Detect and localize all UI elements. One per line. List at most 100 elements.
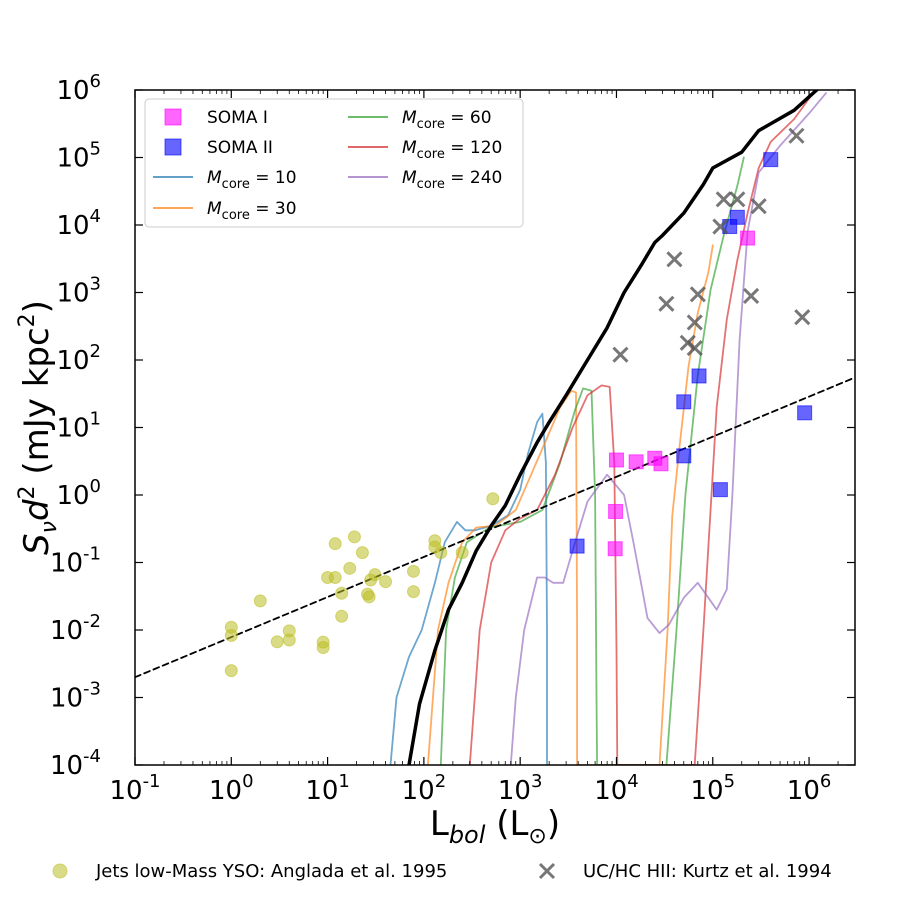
series-line-m-core-240	[509, 92, 827, 765]
legend-item: Mcore = 30	[153, 199, 297, 223]
x-tick-label: 101	[305, 771, 350, 806]
data-point-circle	[253, 594, 267, 608]
y-tick-label: 103	[56, 274, 101, 309]
data-point-x	[658, 295, 675, 312]
legend-label: Mcore = 10	[207, 168, 297, 192]
data-point-x	[715, 191, 732, 208]
data-point-square	[628, 454, 644, 470]
data-point-x	[686, 340, 703, 357]
data-point-square	[729, 209, 745, 225]
data-point-x	[712, 218, 729, 235]
data-point-square	[607, 541, 623, 557]
series-line-m-core-60	[439, 156, 745, 765]
data-point-circle	[368, 568, 382, 582]
data-point-x	[686, 314, 703, 331]
bottom-legend-label: Jets low-Mass YSO: Anglada et al. 1995	[95, 861, 447, 882]
y-tick-label: 10-2	[50, 611, 101, 646]
series-line-m-core-10	[389, 412, 548, 765]
data-point-square	[569, 538, 585, 554]
y-tick-label: 101	[56, 409, 101, 444]
data-point-circle	[362, 590, 376, 604]
legend-item: Mcore = 10	[153, 168, 297, 192]
x-tick-label: 102	[402, 771, 447, 806]
data-point-square	[797, 405, 813, 421]
data-point-square	[740, 230, 756, 246]
data-point-circle	[328, 537, 342, 551]
data-point-circle	[455, 546, 469, 560]
data-point-square	[653, 456, 669, 472]
series-line-fit	[135, 376, 855, 679]
data-point-x	[666, 251, 683, 268]
data-point-circle	[406, 564, 420, 578]
y-tick-label: 104	[56, 206, 101, 241]
plot-area	[135, 90, 855, 765]
x-tick-label: 104	[594, 771, 639, 806]
data-point-circle	[270, 635, 284, 649]
series-line-m-core-120	[468, 92, 814, 765]
data-point-x	[729, 191, 746, 208]
legend-label: Mcore = 120	[402, 138, 502, 162]
y-tick-label: 10-4	[50, 746, 101, 781]
bottom-legend-marker-x	[538, 862, 556, 880]
bottom-legend: Jets low-Mass YSO: Anglada et al. 1995 UC…	[52, 861, 832, 882]
legend-label: Mcore = 60	[402, 108, 492, 132]
legend: SOMA I SOMA II Mcore = 10 Mcore = 30 Mcore =…	[144, 98, 524, 228]
data-point-x	[794, 309, 811, 326]
x-tick-label: 100	[209, 771, 254, 806]
data-point-circle	[343, 561, 357, 575]
series-line-envelope	[407, 90, 819, 765]
data-point-x	[743, 287, 760, 304]
y-tick-label: 10-3	[50, 679, 101, 714]
legend-item: Mcore = 120	[348, 138, 502, 162]
legend-label: Mcore = 240	[402, 168, 502, 192]
data-point-square	[676, 448, 692, 464]
data-point-circle	[486, 492, 500, 506]
data-point-circle	[316, 641, 330, 655]
y-tick-label: 105	[56, 139, 101, 174]
y-tick-label: 10-1	[50, 544, 101, 579]
legend-label: SOMA I	[207, 108, 268, 128]
bottom-legend-label: UC/HC HII: Kurtz et al. 1994	[583, 861, 832, 882]
legend-box	[144, 98, 524, 228]
data-point-circle	[282, 633, 296, 647]
x-tick-label: 10-1	[109, 771, 160, 806]
legend-item: SOMA I	[164, 108, 268, 128]
legend-marker-square	[164, 108, 182, 126]
bottom-legend-marker-circle	[52, 863, 68, 879]
data-point-x	[689, 286, 706, 303]
data-point-circle	[224, 628, 238, 642]
data-point-x	[750, 198, 767, 215]
data-point-square	[691, 368, 707, 384]
data-point-square	[676, 394, 692, 410]
data-point-circle	[434, 546, 448, 560]
y-tick-label: 106	[56, 71, 101, 106]
legend-item: SOMA II	[164, 138, 273, 158]
axes: 10-1 100 101 102 103 104 105 106 10-4 10-3 10-2 10-…	[50, 71, 856, 806]
y-axis-title: Sνd2 (mJy kpc2)	[15, 300, 62, 555]
data-point-circle	[406, 585, 420, 599]
data-point-circle	[355, 546, 369, 560]
x-axis-title: Lbol (L⊙)	[430, 804, 560, 849]
legend-label: Mcore = 30	[207, 199, 297, 223]
y-tick-label: 100	[56, 476, 101, 511]
data-point-square	[712, 482, 728, 498]
x-tick-label: 103	[498, 771, 543, 806]
data-point-square	[763, 152, 779, 168]
legend-label: SOMA II	[207, 138, 273, 158]
y-tick-label: 102	[56, 341, 101, 376]
data-point-circle	[379, 575, 393, 589]
series-line-m-core-30	[427, 244, 714, 765]
data-point-x	[788, 127, 805, 144]
data-point-circle	[335, 586, 349, 600]
data-point-circle	[347, 530, 361, 544]
legend-marker-square	[164, 138, 182, 156]
legend-item: Mcore = 240	[348, 168, 502, 192]
x-tick-label: 105	[690, 771, 735, 806]
data-point-square	[608, 452, 624, 468]
data-point-circle	[328, 570, 342, 584]
x-tick-label: 106	[787, 771, 832, 806]
data-point-circle	[224, 664, 238, 678]
data-point-square	[608, 503, 624, 519]
legend-item: Mcore = 60	[348, 108, 492, 132]
